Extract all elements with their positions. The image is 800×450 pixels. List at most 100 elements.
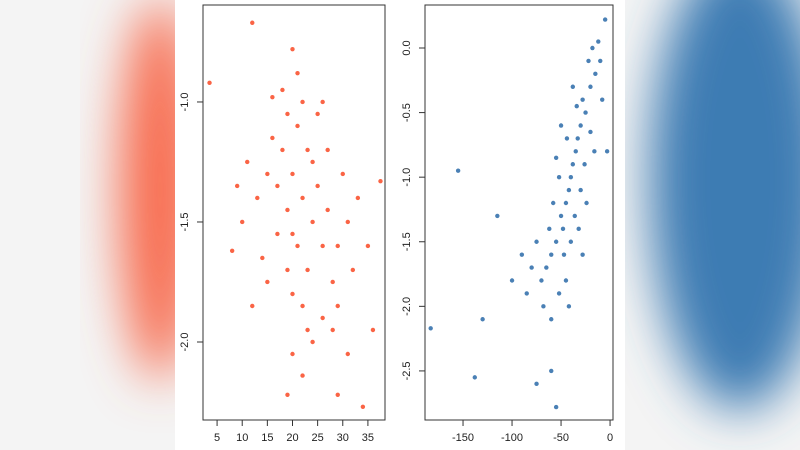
point: [350, 267, 356, 273]
y-tick-label: -1.0: [179, 92, 191, 111]
point: [574, 103, 579, 109]
x-tick-label: 15: [261, 432, 273, 444]
point: [566, 304, 572, 309]
point: [240, 219, 245, 225]
point: [480, 317, 485, 322]
point: [300, 195, 305, 201]
point: [325, 207, 330, 213]
point: [275, 231, 280, 237]
point: [250, 20, 255, 25]
point: [345, 351, 350, 357]
y-tick-label: -1.0: [401, 168, 413, 187]
point: [583, 110, 588, 115]
point: [590, 45, 595, 51]
x-tick-label: -150: [452, 432, 474, 444]
point: [300, 373, 305, 378]
point: [558, 123, 564, 128]
point: [234, 183, 240, 189]
point: [305, 147, 310, 153]
point: [330, 327, 335, 333]
point: [285, 111, 290, 117]
point: [335, 303, 340, 309]
point: [320, 243, 325, 249]
plot-frame: [202, 4, 386, 421]
point: [573, 149, 578, 154]
point: [556, 174, 562, 180]
point: [229, 248, 235, 253]
point: [250, 303, 255, 309]
x-tick-label: 0: [607, 432, 613, 444]
point: [305, 327, 310, 333]
point: [604, 149, 610, 154]
point: [553, 404, 559, 410]
point: [580, 252, 585, 257]
x-tick-label: -100: [501, 432, 523, 444]
point: [295, 123, 300, 129]
y-tick-label: -2.0: [401, 297, 413, 316]
point: [255, 195, 260, 201]
point: [560, 226, 566, 232]
point: [360, 404, 366, 409]
point: [290, 171, 295, 177]
point: [549, 317, 554, 322]
point: [325, 147, 330, 153]
point: [598, 58, 603, 64]
point: [553, 155, 559, 160]
plot-frame: [424, 4, 614, 421]
point: [472, 375, 477, 380]
point: [596, 39, 601, 44]
point: [529, 265, 534, 270]
point: [602, 17, 608, 22]
point: [556, 291, 562, 296]
point: [541, 304, 546, 309]
point: [549, 368, 554, 374]
point: [245, 159, 250, 165]
point: [295, 70, 300, 76]
point: [551, 200, 556, 206]
point: [320, 315, 325, 321]
point: [285, 267, 290, 273]
point: [335, 392, 340, 397]
point: [378, 178, 383, 184]
x-tick-label: 5: [214, 432, 220, 444]
point: [265, 171, 270, 177]
point: [568, 239, 574, 244]
point: [207, 80, 212, 85]
point: [428, 326, 433, 331]
point: [285, 392, 290, 397]
point: [588, 129, 593, 135]
point: [310, 219, 315, 225]
point: [572, 213, 577, 219]
y-tick-label: -2.5: [401, 361, 413, 380]
point: [320, 99, 325, 105]
y-tick-label: -1.5: [401, 232, 413, 251]
x-tick-label: 20: [286, 432, 298, 444]
point: [285, 207, 290, 213]
point: [566, 187, 572, 193]
point: [586, 58, 591, 64]
point: [519, 252, 525, 257]
point: [370, 327, 376, 333]
point: [275, 183, 280, 189]
point: [280, 87, 285, 93]
point: [340, 171, 345, 177]
point: [345, 219, 350, 225]
point: [580, 97, 585, 102]
point: [524, 291, 529, 296]
point: [534, 381, 539, 387]
point: [290, 291, 295, 297]
point: [582, 162, 587, 167]
point: [365, 243, 371, 249]
point: [563, 278, 569, 283]
x-tick-label: 30: [337, 432, 349, 444]
point: [564, 136, 570, 141]
point: [593, 71, 598, 77]
point: [553, 239, 559, 244]
point: [534, 239, 539, 244]
point: [561, 252, 567, 257]
point: [544, 265, 549, 270]
point: [300, 303, 305, 309]
point: [310, 159, 315, 165]
